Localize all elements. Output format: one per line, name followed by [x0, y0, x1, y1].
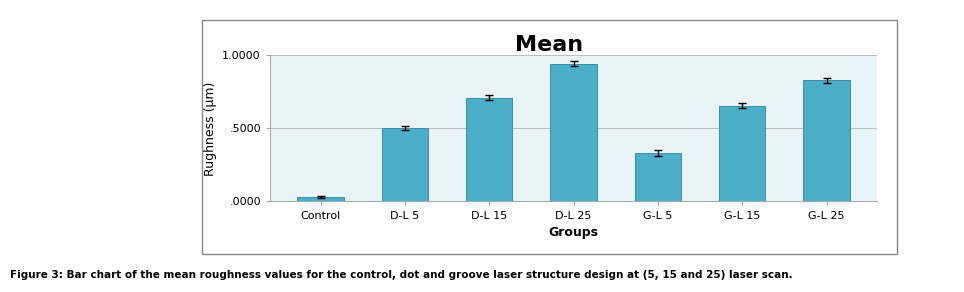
Text: Mean: Mean: [516, 35, 583, 55]
Bar: [550, 64, 597, 201]
Bar: [634, 153, 682, 201]
Bar: [466, 98, 513, 201]
Bar: [382, 128, 428, 201]
Bar: [297, 197, 344, 201]
Text: Figure 3: Bar chart of the mean roughness values for the control, dot and groove: Figure 3: Bar chart of the mean roughnes…: [10, 270, 792, 280]
X-axis label: Groups: Groups: [549, 226, 599, 239]
Bar: [719, 106, 765, 201]
Y-axis label: Rughness (μm): Rughness (μm): [203, 81, 217, 176]
Bar: [803, 80, 850, 201]
